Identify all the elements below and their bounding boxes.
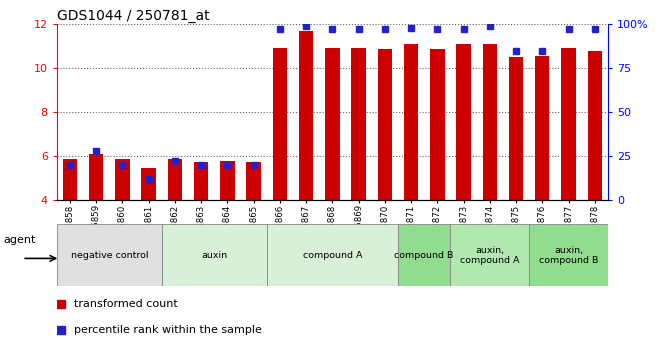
Bar: [509, 57, 523, 200]
Bar: [168, 159, 182, 200]
Text: auxin: auxin: [201, 251, 227, 260]
Bar: [273, 48, 287, 200]
Bar: [535, 56, 550, 200]
Text: transformed count: transformed count: [74, 299, 178, 309]
Bar: [588, 51, 602, 200]
Text: GDS1044 / 250781_at: GDS1044 / 250781_at: [57, 9, 209, 23]
Bar: [456, 44, 471, 200]
Bar: [561, 48, 576, 200]
Bar: [162, 224, 267, 286]
Bar: [220, 160, 234, 200]
Bar: [430, 49, 444, 200]
Bar: [89, 154, 104, 200]
Bar: [351, 48, 366, 200]
Text: compound B: compound B: [395, 251, 454, 260]
Bar: [63, 159, 77, 200]
Bar: [404, 44, 418, 200]
Bar: [299, 31, 313, 200]
Bar: [529, 224, 608, 286]
Text: auxin,
compound A: auxin, compound A: [460, 246, 520, 265]
Text: negative control: negative control: [71, 251, 148, 260]
Text: compound A: compound A: [303, 251, 362, 260]
Bar: [142, 168, 156, 200]
Bar: [450, 224, 529, 286]
Bar: [325, 48, 339, 200]
Bar: [115, 159, 130, 200]
Text: auxin,
compound B: auxin, compound B: [539, 246, 599, 265]
Text: agent: agent: [3, 235, 35, 245]
Bar: [398, 224, 450, 286]
Bar: [377, 49, 392, 200]
Bar: [482, 44, 497, 200]
Bar: [246, 161, 261, 200]
Text: percentile rank within the sample: percentile rank within the sample: [74, 325, 262, 335]
Bar: [267, 224, 398, 286]
Bar: [194, 161, 208, 200]
Bar: [57, 224, 162, 286]
